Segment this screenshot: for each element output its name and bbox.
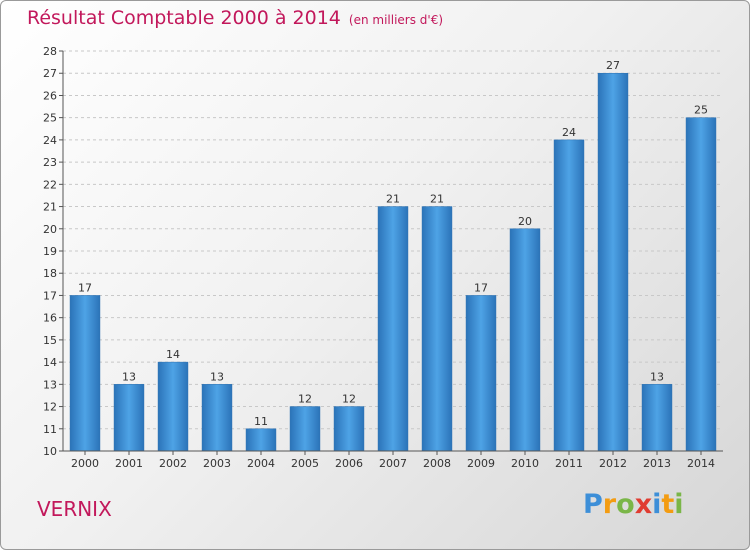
bar-value-label: 14 <box>166 348 180 361</box>
logo-letter: t <box>661 489 675 520</box>
bar <box>685 117 717 452</box>
chart-title: Résultat Comptable 2000 à 2014 (en millie… <box>27 7 443 29</box>
bar <box>333 406 365 452</box>
bar <box>113 384 145 452</box>
proxiti-logo: Proxiti <box>583 489 684 520</box>
x-tick-label: 2003 <box>203 457 231 470</box>
bar <box>597 72 629 452</box>
bar-value-label: 13 <box>650 370 664 383</box>
x-tick-label: 2014 <box>687 457 715 470</box>
bars: 17 13 14 13 11 12 12 21 21 17 20 24 27 13 25 <box>69 59 717 452</box>
y-tick-label: 17 <box>43 289 57 302</box>
y-tick-label: 13 <box>43 378 57 391</box>
logo-letter: r <box>602 489 617 520</box>
x-tick-label: 2001 <box>115 457 143 470</box>
bar-value-label: 17 <box>474 281 488 294</box>
x-tick-label: 2013 <box>643 457 671 470</box>
y-tick-label: 21 <box>43 201 57 214</box>
bar-value-label: 24 <box>562 126 576 139</box>
bar-value-label: 20 <box>518 215 532 228</box>
bar <box>421 206 453 452</box>
logo-letter: o <box>616 489 635 520</box>
bar-value-label: 27 <box>606 59 620 72</box>
x-tick-label: 2010 <box>511 457 539 470</box>
x-tick-label: 2004 <box>247 457 275 470</box>
x-tick-label: 2000 <box>71 457 99 470</box>
bar <box>69 295 101 452</box>
y-tick-label: 22 <box>43 178 57 191</box>
y-tick-label: 14 <box>43 356 57 369</box>
bar-value-label: 17 <box>78 281 92 294</box>
x-tick-label: 2012 <box>599 457 627 470</box>
x-tick-label: 2005 <box>291 457 319 470</box>
bar-value-label: 13 <box>122 370 136 383</box>
y-tick-label: 25 <box>43 112 57 125</box>
x-tick-label: 2002 <box>159 457 187 470</box>
bar-value-label: 13 <box>210 370 224 383</box>
bar-value-label: 12 <box>342 393 356 406</box>
y-tick-label: 19 <box>43 245 57 258</box>
x-tick-label: 2006 <box>335 457 363 470</box>
bar <box>157 361 189 452</box>
y-tick-label: 18 <box>43 267 57 280</box>
bar <box>553 139 585 452</box>
chart-title-text: Résultat Comptable 2000 à 2014 <box>27 7 341 29</box>
y-tick-label: 15 <box>43 334 57 347</box>
logo-letter: x <box>634 489 653 520</box>
y-tick-label: 26 <box>43 89 57 102</box>
bar-value-label: 12 <box>298 393 312 406</box>
y-tick-label: 10 <box>43 445 57 458</box>
y-tick-label: 24 <box>43 134 57 147</box>
logo-letter: i <box>674 489 684 520</box>
x-tick-label: 2008 <box>423 457 451 470</box>
bar-value-label: 25 <box>694 104 708 117</box>
bar <box>377 206 409 452</box>
x-tick-label: 2007 <box>379 457 407 470</box>
bar-value-label: 11 <box>254 415 268 428</box>
bar <box>465 295 497 452</box>
bar <box>641 384 673 452</box>
x-tick-label: 2009 <box>467 457 495 470</box>
bar <box>509 228 541 452</box>
y-tick-label: 27 <box>43 67 57 80</box>
x-tick-label: 2011 <box>555 457 583 470</box>
bar <box>245 428 277 452</box>
logo-letter: P <box>583 489 603 520</box>
axes: 10 11 12 13 14 15 16 17 18 19 20 21 22 23 24 25 26 27 28 20… <box>43 45 723 470</box>
logo-letter: i <box>652 489 662 520</box>
bar <box>201 384 233 452</box>
y-tick-label: 11 <box>43 423 57 436</box>
bar-value-label: 21 <box>430 193 444 206</box>
bar-value-label: 21 <box>386 193 400 206</box>
y-tick-label: 20 <box>43 223 57 236</box>
y-tick-label: 12 <box>43 401 57 414</box>
y-tick-label: 23 <box>43 156 57 169</box>
place-name: VERNIX <box>37 497 112 521</box>
chart-subtitle: (en milliers d'€) <box>348 13 444 27</box>
y-tick-label: 16 <box>43 312 57 325</box>
bar <box>289 406 321 452</box>
y-tick-label: 28 <box>43 45 57 58</box>
